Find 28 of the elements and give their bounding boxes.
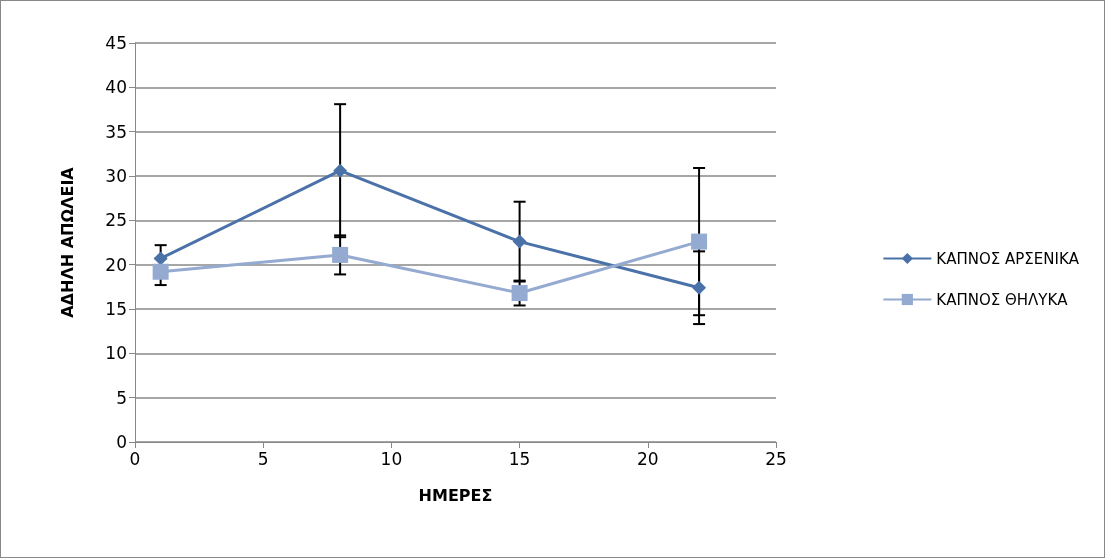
- y-tick-label: 10: [105, 343, 127, 364]
- point: [511, 285, 528, 302]
- legend-label: ΚΑΠΝΟΣ ΑΡΣΕΝΙΚΑ: [936, 249, 1080, 268]
- x-tick-label: 15: [508, 448, 531, 469]
- y-tick-label: 15: [105, 299, 127, 319]
- y-tick-label: 35: [105, 121, 127, 142]
- legend-label: ΚΑΠΝΟΣ ΘΗΛΥΚΑ: [936, 290, 1069, 309]
- point: [153, 251, 168, 266]
- x-tick-label: 5: [257, 448, 269, 469]
- y-tick-label: 20: [105, 254, 127, 275]
- x-tick-label: 10: [380, 448, 403, 469]
- y-tick-label: 45: [105, 33, 127, 53]
- x-tick-label: 20: [636, 448, 659, 469]
- x-tick-label: 25: [765, 448, 787, 469]
- point: [152, 263, 169, 280]
- y-tick-label: 5: [116, 387, 127, 408]
- point: [692, 280, 707, 295]
- point: [691, 233, 708, 250]
- y-tick-label: 30: [105, 166, 127, 186]
- point: [333, 163, 348, 178]
- point: [332, 246, 349, 263]
- y-tick-label: 40: [105, 77, 127, 98]
- y-axis-title: ΑΔΗΛΗ ΑΠΩΛΕΙΑ: [57, 166, 77, 318]
- x-axis-title: ΗΜΕΡΕΣ: [418, 485, 493, 505]
- y-tick-label: 0: [116, 432, 127, 452]
- y-tick-label: 25: [105, 210, 127, 231]
- point: [512, 234, 527, 249]
- x-tick-label: 0: [129, 448, 141, 469]
